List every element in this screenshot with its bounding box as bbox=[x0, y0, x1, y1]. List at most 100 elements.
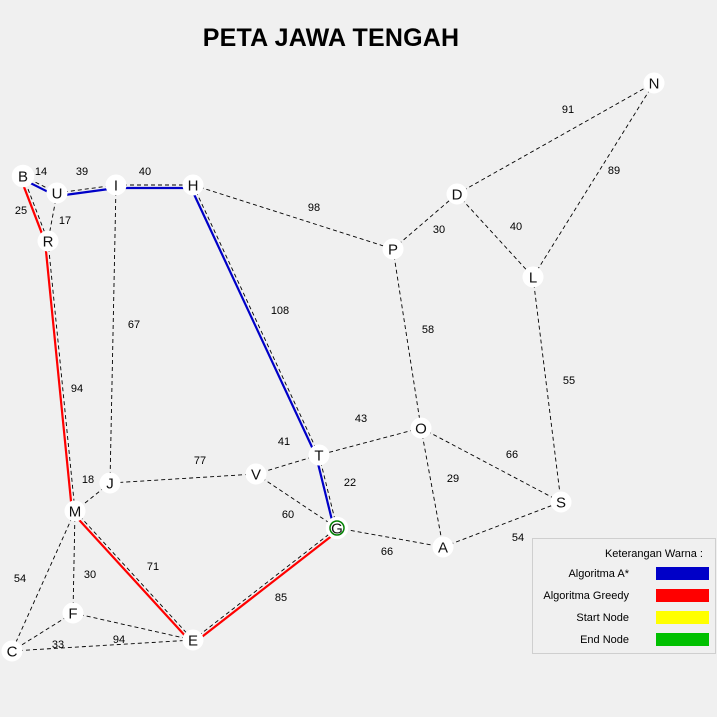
node-e[interactable]: E bbox=[182, 629, 204, 651]
edge-t-g-astar-path bbox=[315, 455, 336, 529]
edge-d-n bbox=[456, 82, 655, 195]
node-j[interactable]: J bbox=[99, 472, 121, 494]
weight-label-b-u: 14 bbox=[35, 166, 47, 178]
legend-label: End Node bbox=[580, 634, 629, 646]
edge-r-m bbox=[47, 240, 76, 512]
node-label: G bbox=[331, 521, 343, 538]
node-h[interactable]: H bbox=[182, 174, 204, 196]
node-circle bbox=[245, 463, 267, 485]
weight-label-p-d: 30 bbox=[433, 224, 445, 236]
node-label: V bbox=[251, 467, 261, 484]
weight-label-p-o: 58 bbox=[422, 324, 434, 336]
edge-o-s bbox=[420, 427, 562, 503]
weight-label-u-i: 39 bbox=[76, 166, 88, 178]
node-circle bbox=[410, 417, 432, 439]
edge-l-s bbox=[532, 276, 562, 503]
weight-label-f-e: 94 bbox=[113, 634, 125, 646]
node-o[interactable]: O bbox=[410, 417, 432, 439]
node-label: F bbox=[68, 606, 77, 623]
node-circle bbox=[46, 182, 68, 204]
node-circle bbox=[99, 472, 121, 494]
weight-label-v-j: 77 bbox=[194, 455, 206, 467]
node-circle bbox=[105, 174, 127, 196]
node-label: I bbox=[114, 178, 118, 195]
node-circle bbox=[382, 238, 404, 260]
legend-label: Start Node bbox=[576, 612, 629, 624]
node-g[interactable]: G bbox=[325, 516, 349, 540]
legend-swatch-end bbox=[656, 633, 709, 646]
edge-b-r-greedy-path bbox=[19, 176, 47, 243]
node-circle bbox=[308, 444, 330, 466]
node-s[interactable]: S bbox=[550, 491, 572, 513]
edge-m-e-greedy-path bbox=[71, 512, 192, 643]
weight-label-h-p: 98 bbox=[308, 202, 320, 214]
node-a[interactable]: A bbox=[432, 536, 454, 558]
weight-label-h-t: 108 bbox=[271, 305, 289, 317]
edge-f-c bbox=[11, 612, 74, 652]
legend-item-astar: Algoritma A* bbox=[533, 567, 715, 581]
node-i[interactable]: I bbox=[105, 174, 127, 196]
legend-swatch-greedy bbox=[656, 589, 709, 602]
node-m[interactable]: M bbox=[64, 500, 86, 522]
edge-n-l bbox=[532, 82, 655, 278]
node-c[interactable]: C bbox=[1, 640, 23, 662]
node-u[interactable]: U bbox=[46, 182, 68, 204]
nodes-layer: B U I H R N D P L O T V J M G A S F E C bbox=[1, 72, 665, 662]
legend-item-start: Start Node bbox=[533, 611, 715, 625]
edge-e-g-greedy-path bbox=[194, 529, 340, 644]
weight-label-o-s: 66 bbox=[506, 449, 518, 461]
legend-item-end: End Node bbox=[533, 633, 715, 647]
node-d[interactable]: D bbox=[446, 183, 468, 205]
node-circle bbox=[432, 536, 454, 558]
node-label: J bbox=[106, 476, 114, 493]
edge-v-j bbox=[109, 473, 257, 484]
weight-label-t-g: 22 bbox=[344, 477, 356, 489]
node-n[interactable]: N bbox=[643, 72, 665, 94]
edge-v-g bbox=[255, 473, 338, 529]
node-circle bbox=[1, 640, 23, 662]
edge-o-t bbox=[318, 427, 422, 456]
edge-c-e bbox=[11, 639, 194, 652]
node-label: T bbox=[314, 448, 323, 465]
edge-g-a bbox=[336, 527, 444, 548]
node-circle bbox=[550, 491, 572, 513]
weight-label-t-v: 41 bbox=[278, 436, 290, 448]
edge-m-f bbox=[72, 510, 76, 614]
node-label: H bbox=[188, 178, 199, 195]
weight-label-i-h: 40 bbox=[139, 166, 151, 178]
edge-t-v bbox=[255, 454, 320, 475]
node-p[interactable]: P bbox=[382, 238, 404, 260]
edge-o-a bbox=[420, 427, 444, 548]
weight-label-m-c: 54 bbox=[14, 573, 26, 585]
node-label: S bbox=[556, 495, 566, 512]
node-circle bbox=[446, 183, 468, 205]
map-title: PETA JAWA TENGAH bbox=[202, 24, 460, 52]
weight-label-u-r: 17 bbox=[59, 215, 71, 227]
weight-label-j-m: 18 bbox=[82, 474, 94, 486]
weights-layer: 14 39 40 108 22 25 94 71 85 17 67 98 30 91 40 89 58 55 43 6… bbox=[14, 104, 620, 651]
edge-h-t bbox=[192, 184, 320, 456]
weight-label-n-l: 89 bbox=[608, 165, 620, 177]
node-l[interactable]: L bbox=[522, 266, 544, 288]
node-b[interactable]: B bbox=[11, 164, 35, 188]
node-circle bbox=[62, 602, 84, 624]
edge-i-j bbox=[109, 184, 117, 484]
legend-swatch-astar bbox=[656, 567, 709, 580]
node-f[interactable]: F bbox=[62, 602, 84, 624]
weight-label-i-j: 67 bbox=[128, 319, 140, 331]
weight-label-e-g: 85 bbox=[275, 592, 287, 604]
node-t[interactable]: T bbox=[308, 444, 330, 466]
end-node-ring bbox=[329, 520, 345, 536]
edge-a-s bbox=[442, 501, 562, 548]
node-r[interactable]: R bbox=[37, 230, 59, 252]
weight-label-d-n: 91 bbox=[562, 104, 574, 116]
node-label: U bbox=[52, 186, 63, 203]
weight-label-g-a: 66 bbox=[381, 546, 393, 558]
node-v[interactable]: V bbox=[245, 463, 267, 485]
legend-title: Keterangan Warna : bbox=[604, 548, 703, 560]
node-circle bbox=[522, 266, 544, 288]
node-label: C bbox=[7, 644, 18, 661]
weight-label-d-l: 40 bbox=[510, 221, 522, 233]
edge-f-e bbox=[72, 612, 194, 641]
